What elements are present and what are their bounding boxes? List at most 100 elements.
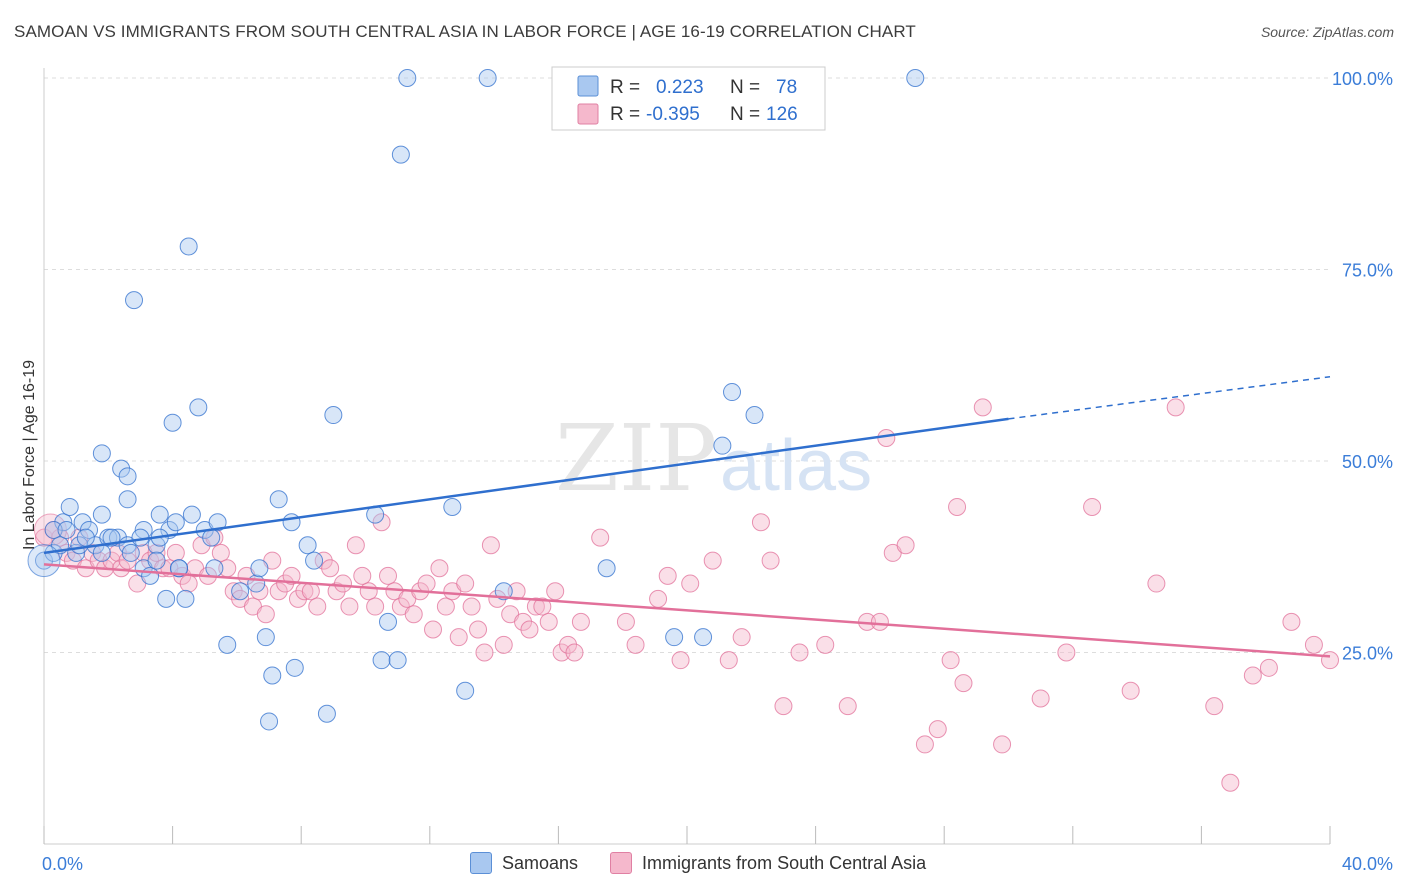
point-immigrants <box>626 635 645 654</box>
gridlines <box>44 77 1330 653</box>
point-immigrants <box>449 628 468 647</box>
point-immigrants <box>340 597 359 616</box>
point-immigrants <box>456 574 475 593</box>
point-samoans <box>150 505 169 524</box>
point-immigrants <box>282 566 301 585</box>
legend-item-samoans: Samoans <box>470 852 578 874</box>
legend-swatch-blue <box>577 75 599 97</box>
point-immigrants <box>51 528 70 547</box>
point-immigrants <box>941 651 960 670</box>
point-immigrants <box>539 612 558 631</box>
point-samoans <box>147 551 166 570</box>
point-immigrants <box>108 543 127 562</box>
point-samoans <box>391 145 410 164</box>
point-samoans <box>324 406 343 425</box>
point-samoans <box>231 582 250 601</box>
point-immigrants <box>224 582 243 601</box>
point-immigrants <box>494 635 513 654</box>
point-samoans <box>263 666 282 685</box>
point-samoans <box>208 513 227 532</box>
legend-r-value-1: 0.223 <box>656 77 704 98</box>
legend-label-samoans: Samoans <box>502 852 579 873</box>
point-samoans <box>112 459 131 478</box>
point-immigrants <box>526 597 545 616</box>
point-samoans <box>597 559 616 578</box>
legend-r-value-2: -0.395 <box>646 104 700 125</box>
point-immigrants <box>681 574 700 593</box>
y-tick-label: 25.0% <box>1342 644 1393 664</box>
point-immigrants <box>565 643 584 662</box>
point-samoans <box>456 681 475 700</box>
point-immigrants <box>1057 643 1076 662</box>
point-immigrants <box>475 643 494 662</box>
point-immigrants <box>571 612 590 631</box>
point-immigrants <box>973 398 992 417</box>
point-immigrants <box>514 612 533 631</box>
y-tick-label: 75.0% <box>1342 261 1393 281</box>
watermark-atlas: atlas <box>720 426 872 506</box>
point-immigrants <box>314 551 333 570</box>
point-samoans <box>398 69 417 87</box>
point-samoans <box>176 589 195 608</box>
point-immigrants <box>333 574 352 593</box>
source-credit: Source: ZipAtlas.com <box>1260 24 1394 40</box>
point-immigrants <box>1031 689 1050 708</box>
point-samoans <box>260 712 279 731</box>
point-immigrants <box>1147 574 1166 593</box>
point-immigrants <box>372 513 391 532</box>
point-samoans <box>218 635 237 654</box>
immigrants-swatch <box>610 852 633 874</box>
point-samoans <box>179 237 198 256</box>
point-samoans <box>189 398 208 417</box>
legend-n-value-2: 126 <box>766 104 798 125</box>
point-immigrants <box>774 697 793 716</box>
point-samoans <box>125 291 144 310</box>
point-immigrants <box>469 620 488 639</box>
point-samoans <box>92 505 111 524</box>
legend-r-label-1: R = <box>610 77 640 98</box>
point-immigrants <box>993 735 1012 754</box>
point-immigrants <box>816 635 835 654</box>
point-immigrants <box>269 582 288 601</box>
axes <box>43 68 1331 845</box>
point-immigrants <box>308 597 327 616</box>
point-immigrants <box>1321 651 1339 670</box>
point-immigrants <box>301 582 320 601</box>
point-samoans <box>269 490 288 509</box>
point-samoans <box>170 559 189 578</box>
point-immigrants <box>546 582 565 601</box>
point-samoans <box>118 467 137 486</box>
point-immigrants <box>481 536 500 555</box>
point-immigrants <box>703 551 722 570</box>
point-immigrants <box>649 589 668 608</box>
series-pink-points <box>33 398 1339 792</box>
point-samoans <box>478 69 497 87</box>
point-immigrants <box>507 582 526 601</box>
point-samoans <box>723 383 742 402</box>
point-immigrants <box>488 589 507 608</box>
point-immigrants <box>870 612 889 631</box>
point-samoans <box>60 497 79 516</box>
point-samoans <box>665 628 684 647</box>
point-immigrants <box>1166 398 1185 417</box>
watermark: ZIP atlas <box>555 405 872 512</box>
point-immigrants <box>404 605 423 624</box>
legend-n-value-1: 78 <box>776 77 797 98</box>
point-samoans <box>305 551 324 570</box>
point-samoans <box>694 628 713 647</box>
point-immigrants <box>147 543 166 562</box>
point-immigrants <box>1304 635 1323 654</box>
correlation-legend: R = 0.223 N = 78 R = -0.395 N = 126 <box>551 66 826 131</box>
point-samoans <box>372 651 391 670</box>
point-samoans <box>713 436 732 455</box>
point-immigrants <box>179 574 198 593</box>
point-immigrants <box>896 536 915 555</box>
point-samoans <box>163 413 182 432</box>
point-immigrants <box>1243 666 1262 685</box>
point-samoans <box>44 520 63 539</box>
point-samoans <box>92 543 111 562</box>
point-samoans <box>285 658 304 677</box>
point-immigrants <box>552 643 571 662</box>
samoans-swatch <box>470 852 492 874</box>
y-axis-title: In Labor Force | Age 16-19 <box>21 360 38 550</box>
